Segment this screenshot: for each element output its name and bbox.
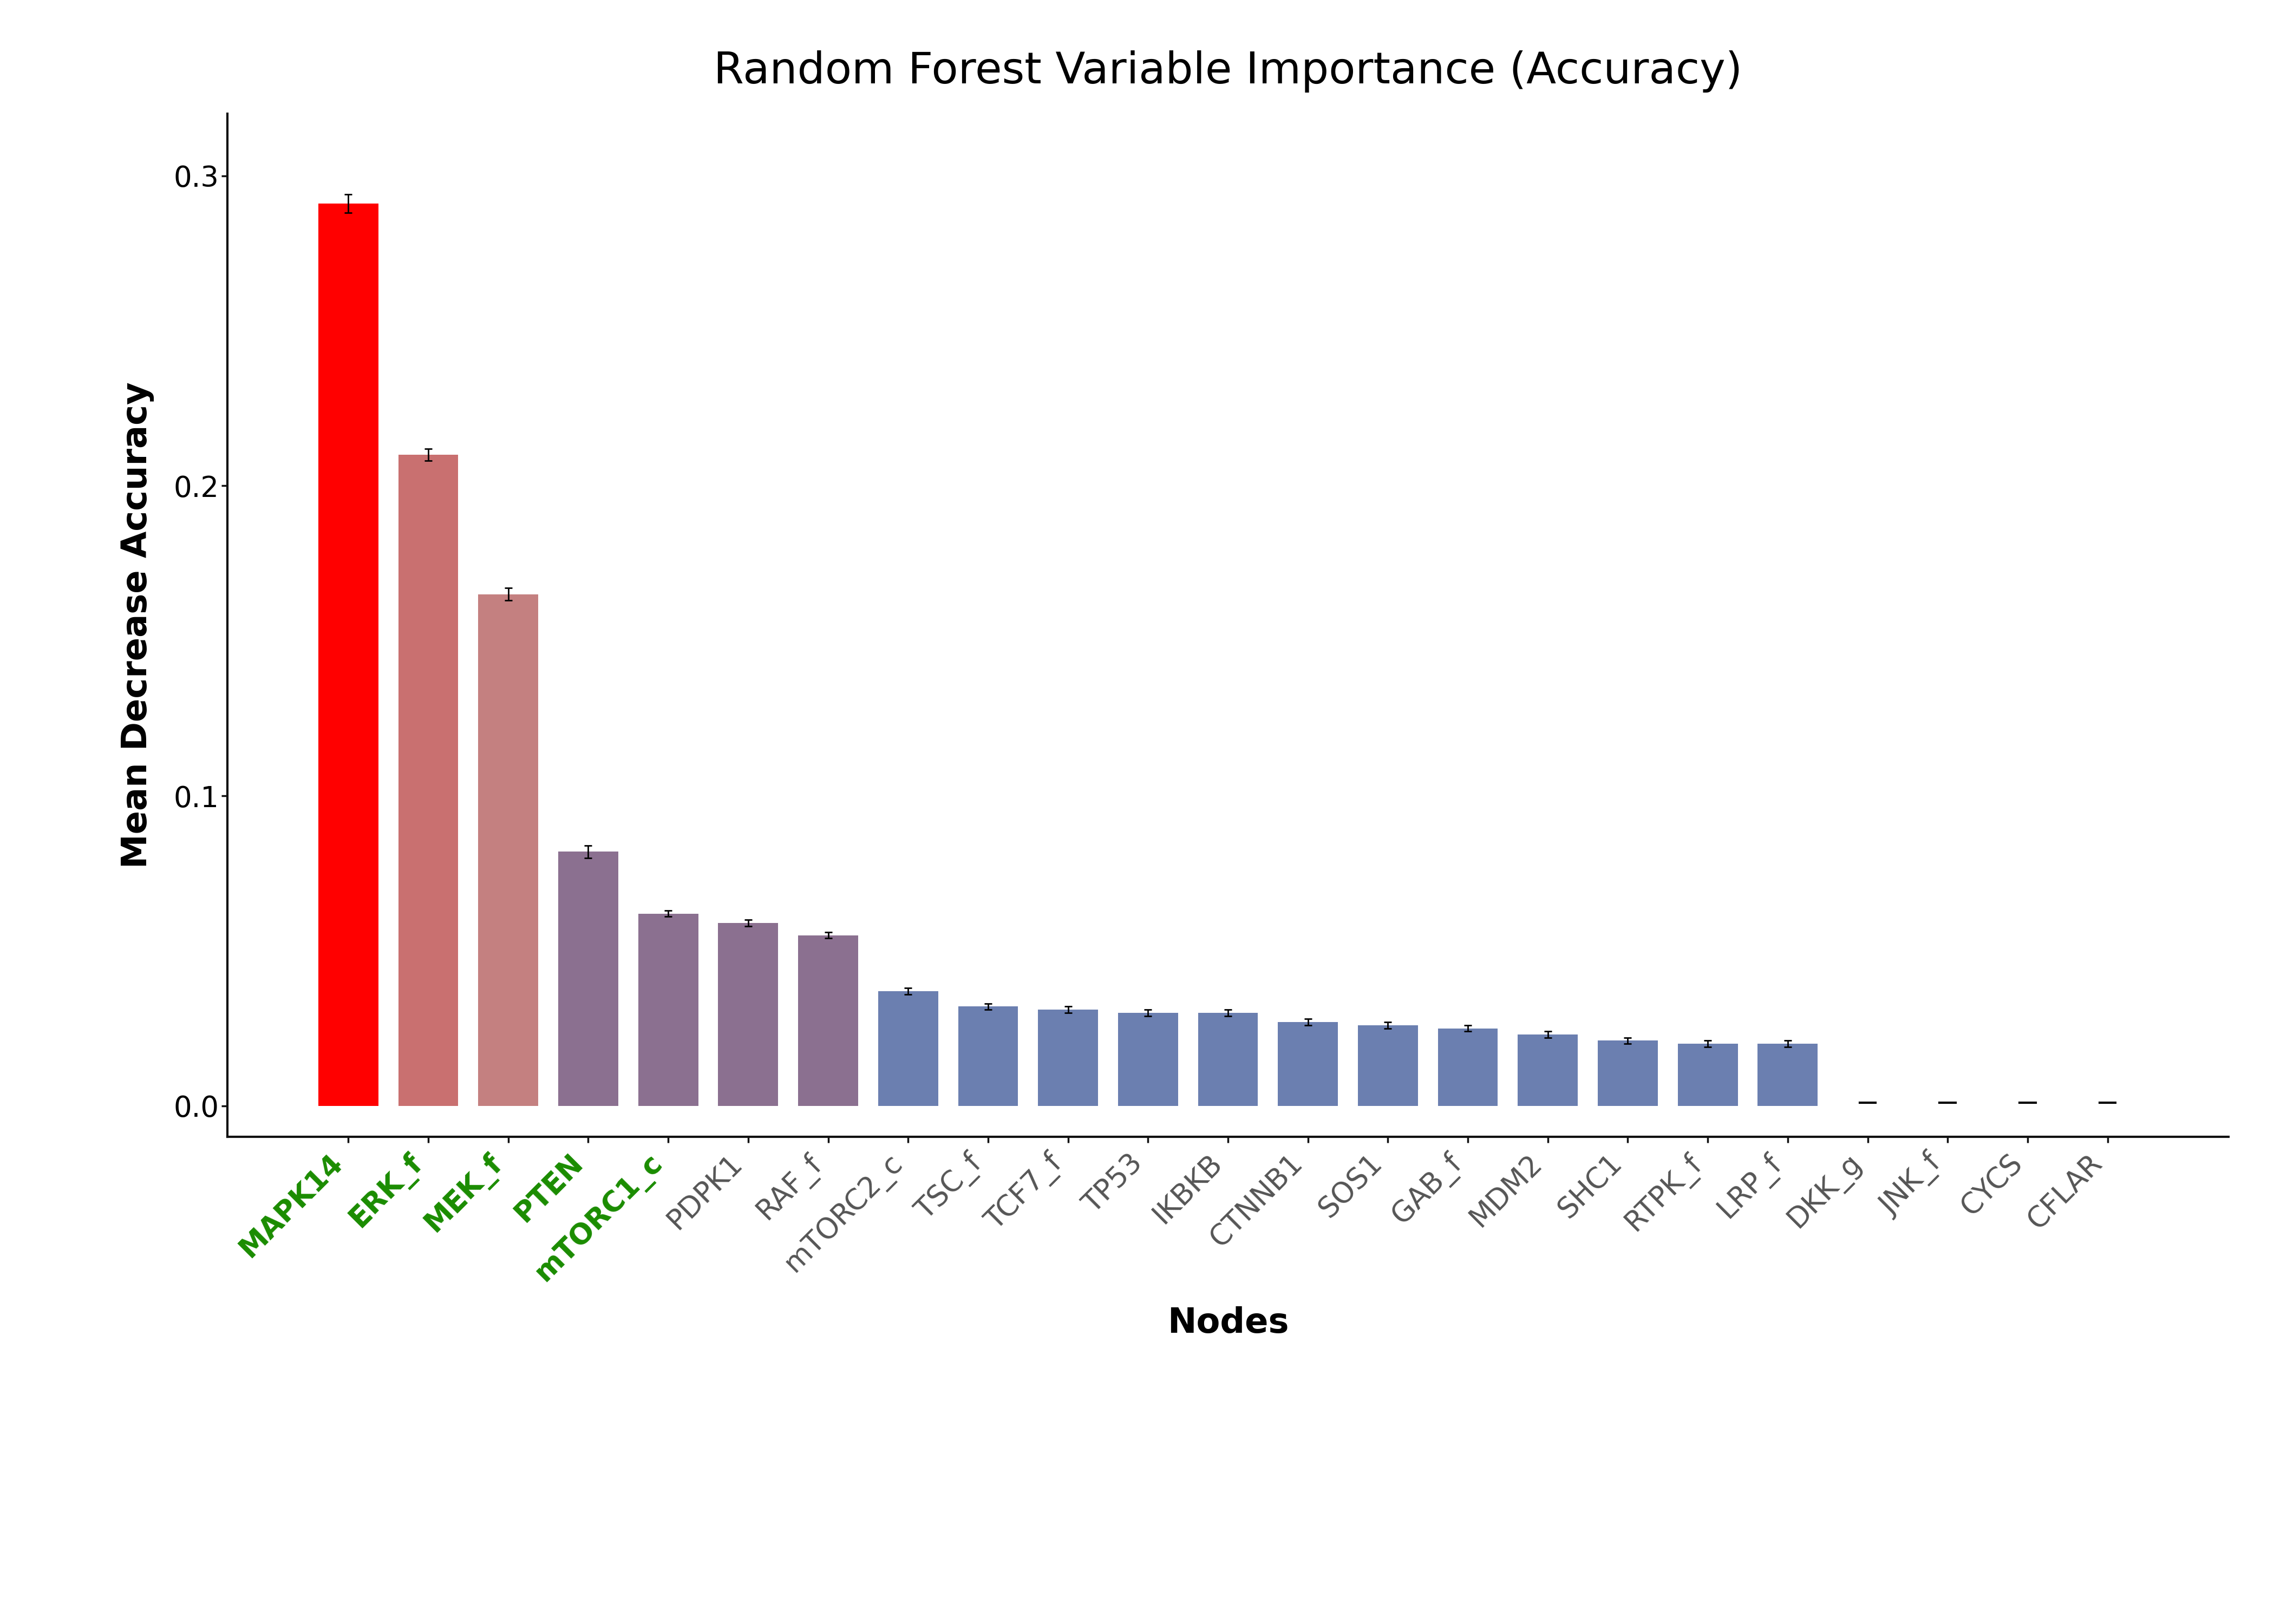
- Bar: [1037, 1010, 1098, 1106]
- Title: Random Forest Variable Importance (Accuracy): Random Forest Variable Importance (Accur…: [714, 50, 1742, 93]
- Y-axis label: Mean Decrease Accuracy: Mean Decrease Accuracy: [121, 382, 155, 869]
- Bar: [1758, 1044, 1817, 1106]
- Bar: [719, 922, 778, 1106]
- Bar: [318, 203, 377, 1106]
- Bar: [1278, 1021, 1337, 1106]
- Bar: [1358, 1025, 1419, 1106]
- Bar: [1599, 1041, 1658, 1106]
- Bar: [878, 991, 939, 1106]
- Bar: [478, 594, 539, 1106]
- Bar: [957, 1007, 1019, 1106]
- Bar: [1119, 1013, 1178, 1106]
- Bar: [398, 455, 459, 1106]
- Bar: [557, 851, 619, 1106]
- X-axis label: Nodes: Nodes: [1167, 1306, 1289, 1340]
- Bar: [639, 914, 698, 1106]
- Bar: [1198, 1013, 1258, 1106]
- Bar: [1678, 1044, 1737, 1106]
- Bar: [1437, 1028, 1499, 1106]
- Bar: [798, 935, 857, 1106]
- Bar: [1517, 1034, 1578, 1106]
